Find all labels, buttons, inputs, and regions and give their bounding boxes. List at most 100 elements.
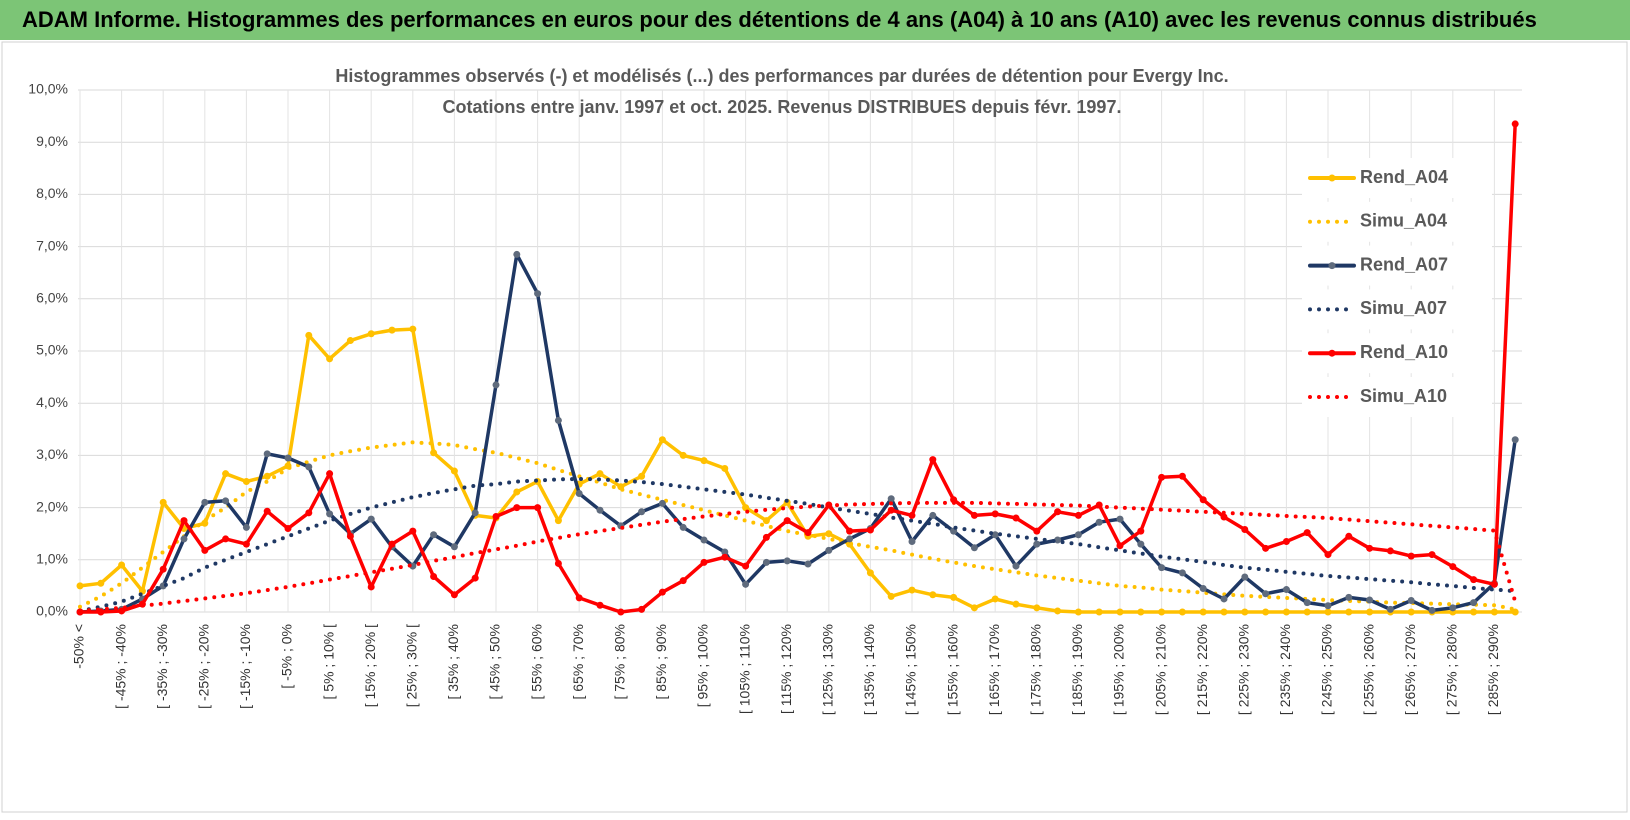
y-tick-label: 0,0% [36,603,68,619]
point [118,607,126,615]
point [1054,508,1062,516]
point [1074,608,1082,616]
point [970,544,978,552]
point [991,595,999,603]
point [1137,527,1145,535]
point [430,531,438,539]
point [1054,607,1062,615]
observed-line [78,327,1517,614]
point [1345,608,1353,616]
point [783,557,791,565]
x-tick-label: [ 95% ; 100% [695,624,711,707]
point [1303,599,1311,607]
point [638,605,646,613]
point [1241,608,1249,616]
x-tick-label: [ 125% ; 130% [820,624,836,715]
point [929,591,937,599]
point [513,488,521,496]
point [450,543,458,551]
x-tick-label: [ 85% ; 90% [653,624,669,700]
point [97,579,105,587]
point [1324,602,1332,610]
point [1220,608,1228,616]
point [887,495,895,503]
point [1054,536,1062,544]
point [450,591,458,599]
point [991,531,999,539]
x-tick-label: [ -45% ; -40% [112,624,128,709]
point [1116,608,1124,616]
point [762,558,770,566]
x-tick-label: [ 35% ; 40% [445,624,461,700]
point [242,478,250,485]
y-tick-label: 1,0% [36,551,68,567]
point [1199,496,1207,504]
point [1345,593,1353,601]
point [242,523,250,531]
point [1262,590,1270,598]
point [367,583,375,591]
point [1220,595,1228,603]
point [1407,552,1415,560]
point [908,538,916,546]
point [866,569,874,577]
point [1178,472,1186,480]
point [513,504,521,512]
point [180,517,188,525]
point [305,463,313,471]
point [658,436,666,444]
point [742,580,750,588]
point [970,511,978,519]
point [1428,606,1436,614]
point [222,535,230,543]
legend-marker [1328,349,1336,357]
point [222,470,230,478]
observed-line [78,252,1517,614]
point [554,559,562,567]
point [1158,473,1166,481]
x-tick-label: [ 225% ; 230% [1236,624,1252,715]
point [1074,531,1082,539]
y-tick-label: 10,0% [28,81,68,97]
x-tick-label: [ 255% ; 260% [1360,624,1376,715]
point [1012,600,1020,608]
point [887,592,895,600]
point [908,586,916,594]
point [1407,597,1415,605]
x-tick-label: [ 105% ; 110% [736,624,752,714]
point [950,593,958,601]
legend-bg [1302,289,1492,330]
legend-label: Rend_A07 [1360,254,1448,274]
point [263,472,271,480]
point [1449,563,1457,571]
point [783,517,791,525]
point [1178,608,1186,616]
x-tick-label: [ -5% ; 0% [279,624,295,689]
point [700,558,708,566]
point [721,548,729,556]
point [513,250,521,258]
point [825,530,833,538]
point [762,533,770,541]
point [1262,544,1270,552]
point [1511,120,1519,128]
point [596,601,604,609]
point [242,540,250,548]
point [929,456,937,464]
point [1470,608,1478,616]
point [1033,540,1041,548]
point [575,594,583,602]
header-bar [0,0,1630,40]
x-tick-label: [ 195% ; 200% [1111,624,1127,715]
x-tick-label: [ 245% ; 250% [1319,624,1335,715]
point [1449,604,1457,612]
point [534,504,542,512]
point [159,565,167,573]
legend-label: Rend_A04 [1360,167,1448,187]
point [1282,538,1290,546]
x-tick-label: [ 165% ; 170% [986,624,1002,715]
point [409,527,417,535]
point [367,515,375,523]
point [1366,608,1374,616]
x-tick-label: [ 65% ; 70% [570,624,586,700]
